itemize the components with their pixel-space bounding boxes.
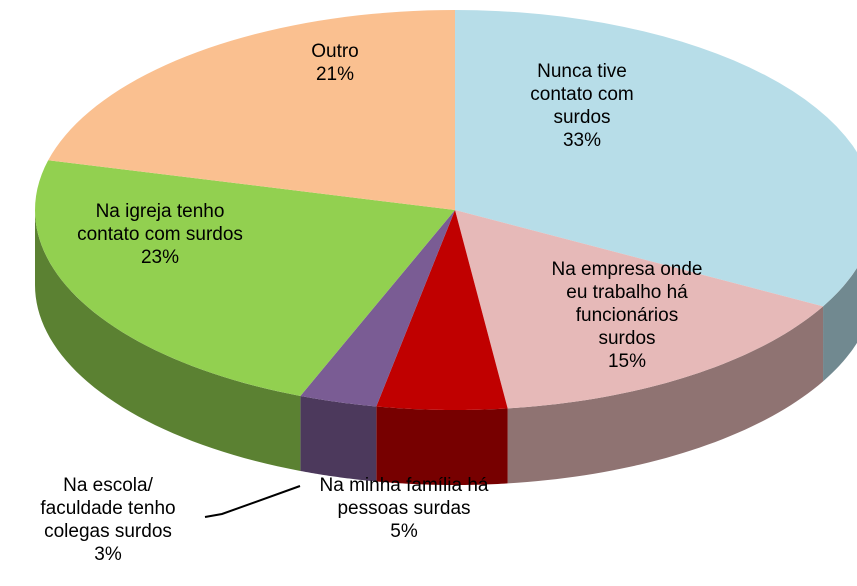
slice-side: [35, 210, 301, 471]
data-label: Na minha família há pessoas surdas 5%: [299, 474, 509, 543]
value-label: 23%: [140, 247, 180, 268]
slice: [376, 210, 508, 410]
data-label: Na igreja tenho contato com surdos 23%: [65, 200, 255, 269]
value-label: 5%: [390, 521, 418, 542]
data-label: Na escola/ faculdade tenho colegas surdo…: [8, 474, 208, 566]
category-label: Na minha família há pessoas surdas: [319, 475, 489, 519]
data-label: Outro 21%: [275, 40, 395, 86]
slice: [48, 10, 456, 210]
leader-line: [204, 485, 301, 518]
value-label: 15%: [607, 351, 647, 372]
slice: [455, 210, 824, 409]
slice: [455, 10, 857, 307]
slice-side: [376, 406, 508, 485]
data-label: Nunca tive contato com surdos 33%: [507, 60, 657, 152]
category-label: Na escola/ faculdade tenho colegas surdo…: [40, 475, 176, 542]
category-label: Na igreja tenho contato com surdos: [77, 201, 243, 245]
category-label: Na empresa onde eu trabalho há funcionár…: [551, 259, 703, 349]
category-label: Outro: [311, 41, 359, 62]
value-label: 33%: [562, 130, 602, 151]
slice: [300, 210, 455, 407]
slice: [35, 160, 455, 396]
slice-side: [507, 306, 824, 484]
value-label: 21%: [315, 64, 355, 85]
slice-side: [300, 395, 377, 482]
slice-side: [823, 267, 857, 382]
category-label: Nunca tive contato com surdos: [530, 61, 634, 128]
value-label: 3%: [94, 544, 122, 565]
data-label: Na empresa onde eu trabalho há funcionár…: [527, 258, 727, 373]
